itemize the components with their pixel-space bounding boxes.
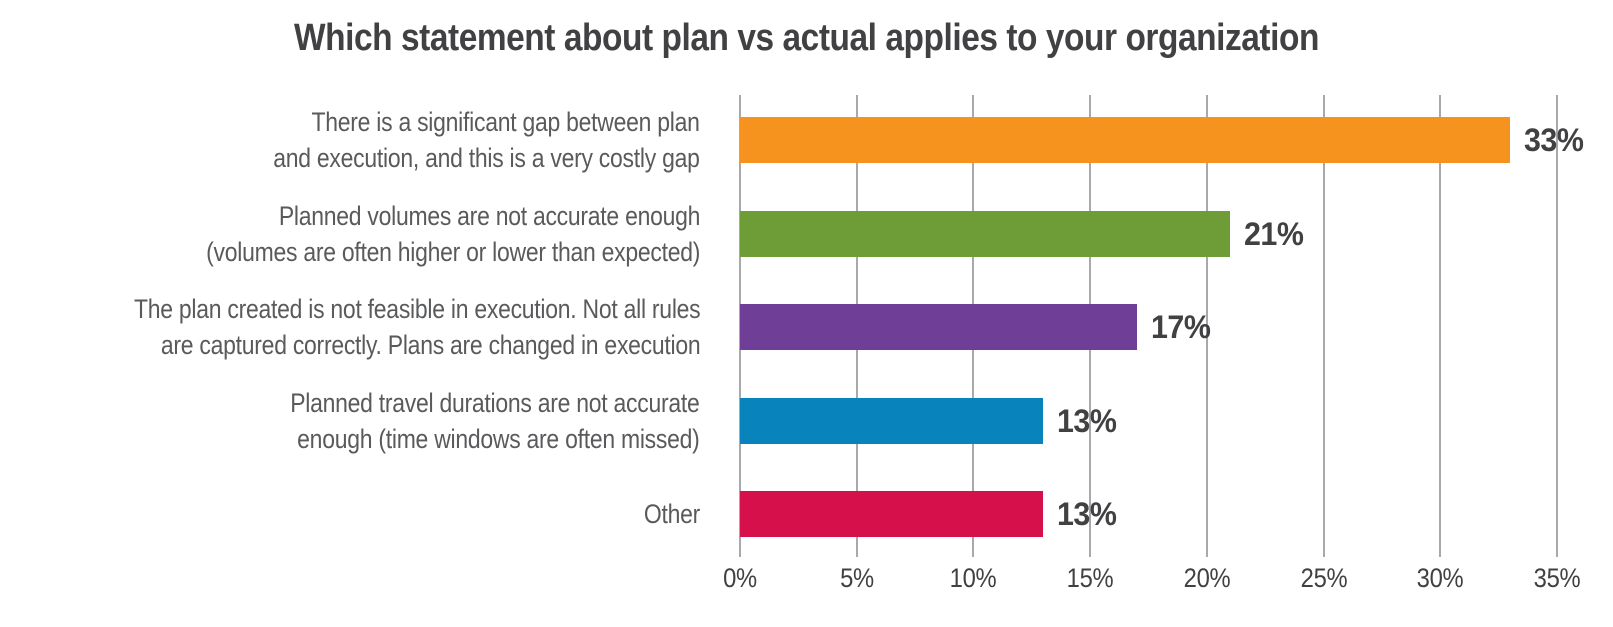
x-axis: 0% 5% 10% 15% 20% 25% 30% 35%: [723, 563, 1581, 597]
x-tick-label: 5%: [839, 563, 874, 593]
category-label-line: are captured correctly. Plans are change…: [160, 330, 701, 360]
category-label-line: (volumes are often higher or lower than …: [206, 236, 700, 267]
bar-value-label: 17%: [1150, 309, 1211, 345]
chart-title: Which statement about plan vs actual app…: [294, 17, 1319, 59]
bar: [740, 491, 1044, 537]
x-tick-label: 20%: [1183, 563, 1231, 593]
x-tick-label: 0%: [723, 563, 757, 593]
x-tick-label: 15%: [1066, 563, 1114, 593]
category-label-line: The plan created is not feasible in exec…: [133, 294, 701, 324]
category-label: There is a significant gap between plan a…: [198, 104, 701, 176]
category-label: Planned travel durations are not accurat…: [218, 385, 701, 457]
x-tick-label: 10%: [950, 563, 997, 593]
x-tick-label: 25%: [1300, 563, 1347, 593]
bar-value-label: 21%: [1244, 215, 1304, 252]
category-label-line: Other: [643, 499, 700, 529]
bar-value-label: 13%: [1057, 402, 1117, 439]
category-label-line: There is a significant gap between plan: [311, 107, 700, 137]
category-label: Planned volumes are not accurate enough (…: [119, 198, 700, 270]
bar: [740, 304, 1137, 350]
gridline: [1322, 95, 1325, 557]
bar: [740, 397, 1044, 444]
category-label-line: and execution, and this is a very costly…: [273, 143, 701, 173]
x-tick-label: 30%: [1416, 563, 1464, 593]
bar: [740, 210, 1231, 257]
gridline: [1205, 95, 1208, 557]
gridline: [1439, 95, 1442, 557]
bar-value-label: 13%: [1057, 496, 1117, 532]
category-label-line: Planned volumes are not accurate enough: [278, 200, 701, 231]
category-label-line: enough (time windows are often missed): [297, 423, 701, 454]
category-label-line: Planned travel durations are not accurat…: [290, 387, 701, 418]
category-axis-labels: There is a significant gap between plan a…: [0, 95, 701, 555]
x-tick-label: 35%: [1533, 563, 1581, 593]
bar: [740, 117, 1511, 163]
category-label: The plan created is not feasible in exec…: [34, 291, 701, 363]
plot-area: 33% 21% 17% 13% 13%: [739, 95, 1584, 557]
category-label: Other: [634, 496, 700, 532]
gridline: [1556, 95, 1558, 557]
bar-value-label: 33%: [1524, 122, 1584, 158]
